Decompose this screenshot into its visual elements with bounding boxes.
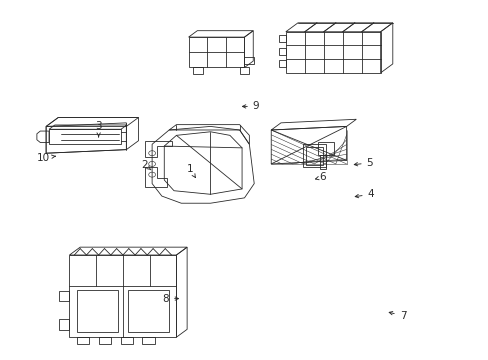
- Text: 3: 3: [95, 121, 102, 137]
- Text: 1: 1: [186, 164, 195, 177]
- Text: 2: 2: [141, 160, 151, 170]
- Text: 8: 8: [162, 294, 178, 303]
- Text: 4: 4: [354, 189, 373, 199]
- Text: 5: 5: [353, 158, 372, 168]
- Text: 10: 10: [37, 153, 55, 163]
- Text: 9: 9: [242, 102, 259, 111]
- Text: 7: 7: [388, 311, 406, 321]
- Text: 6: 6: [315, 172, 325, 182]
